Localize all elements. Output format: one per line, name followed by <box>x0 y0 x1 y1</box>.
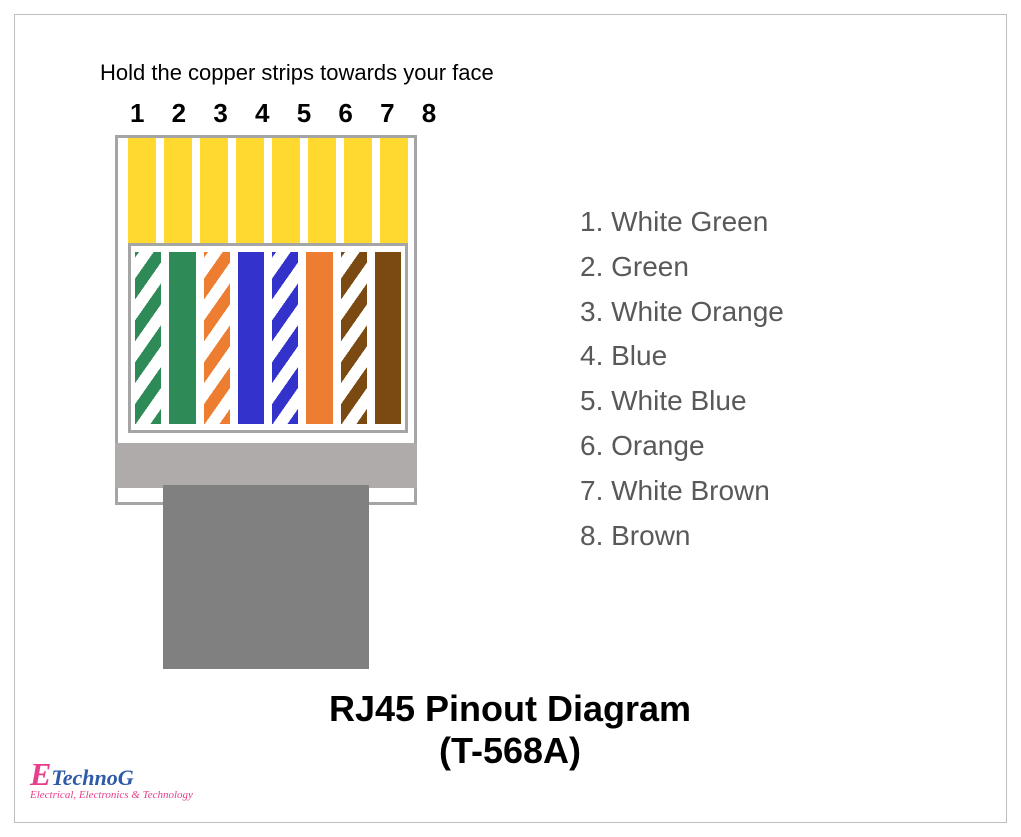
cable-jacket <box>163 485 369 669</box>
title-line-1: RJ45 Pinout Diagram <box>260 688 760 730</box>
wires-row <box>128 243 408 433</box>
logo-tagline: Electrical, Electronics & Technology <box>30 789 193 801</box>
contact-pin-3 <box>200 138 228 243</box>
wire-5 <box>272 252 298 424</box>
pin-numbers: 1 2 3 4 5 6 7 8 <box>130 98 446 129</box>
wire-2 <box>169 252 195 424</box>
contact-pin-4 <box>236 138 264 243</box>
color-legend: 1. White Green2. Green3. White Orange4. … <box>580 200 784 558</box>
wire-4 <box>238 252 264 424</box>
logo: ETechnoG Electrical, Electronics & Techn… <box>30 756 193 801</box>
strain-relief <box>115 443 417 488</box>
wire-7 <box>341 252 367 424</box>
logo-E: E <box>30 756 51 792</box>
diagram-title: RJ45 Pinout Diagram (T-568A) <box>260 688 760 772</box>
wire-1 <box>135 252 161 424</box>
logo-brand: ETechnoG <box>30 756 193 793</box>
contacts-row <box>128 138 408 243</box>
legend-item-7: 7. White Brown <box>580 469 784 514</box>
connector-outline <box>115 135 417 505</box>
wire-8 <box>375 252 401 424</box>
legend-item-4: 4. Blue <box>580 334 784 379</box>
title-line-2: (T-568A) <box>260 730 760 772</box>
contact-pin-1 <box>128 138 156 243</box>
legend-item-5: 5. White Blue <box>580 379 784 424</box>
instruction-text: Hold the copper strips towards your face <box>100 60 494 86</box>
legend-item-8: 8. Brown <box>580 514 784 559</box>
contact-pin-6 <box>308 138 336 243</box>
contact-pin-2 <box>164 138 192 243</box>
contact-pin-8 <box>380 138 408 243</box>
contact-pin-7 <box>344 138 372 243</box>
wire-3 <box>204 252 230 424</box>
legend-item-3: 3. White Orange <box>580 290 784 335</box>
rj45-connector <box>115 135 417 505</box>
legend-item-1: 1. White Green <box>580 200 784 245</box>
legend-item-2: 2. Green <box>580 245 784 290</box>
contact-pin-5 <box>272 138 300 243</box>
legend-item-6: 6. Orange <box>580 424 784 469</box>
wire-6 <box>306 252 332 424</box>
logo-rest: TechnoG <box>51 765 133 790</box>
